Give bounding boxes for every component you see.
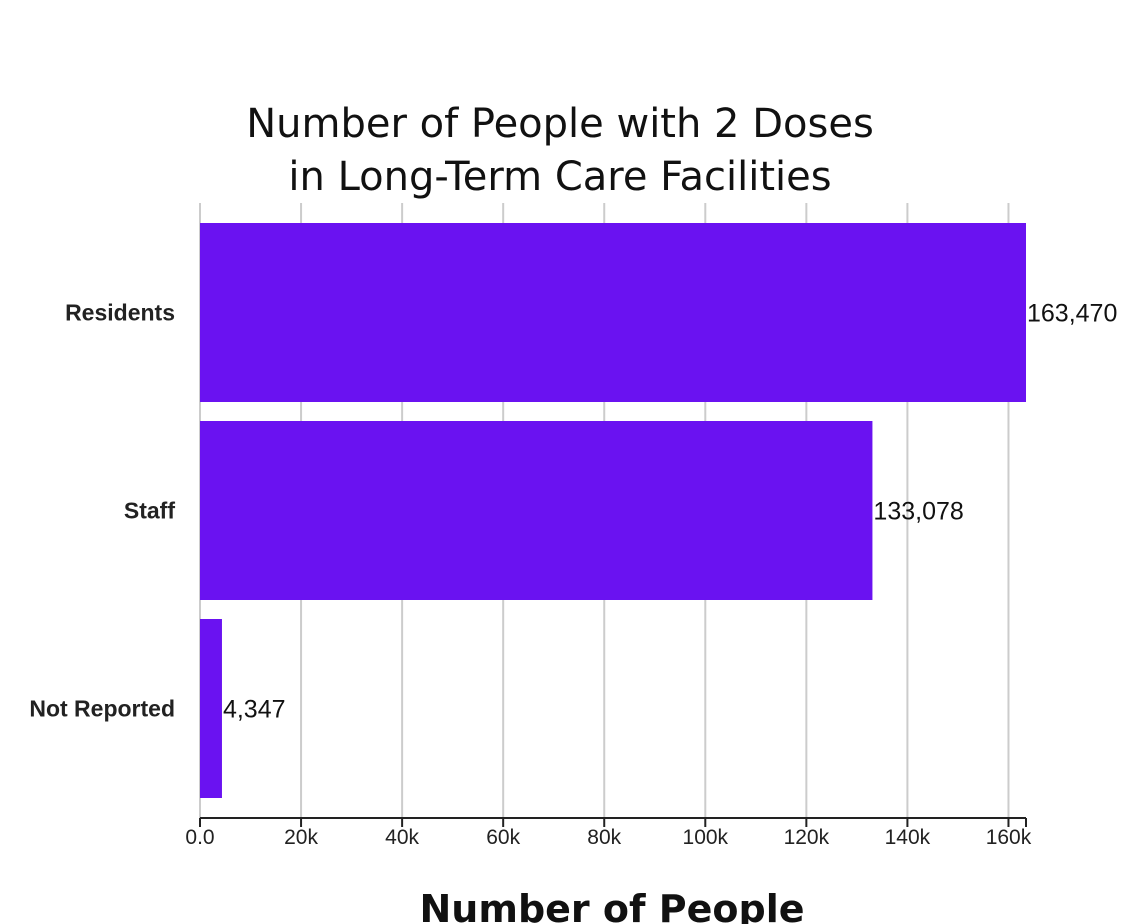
bar-staff xyxy=(200,421,873,600)
x-tick-label-2: 40k xyxy=(385,826,419,849)
x-tick-label-5: 100k xyxy=(683,826,729,849)
x-tick-label-8: 160k xyxy=(986,826,1032,849)
category-label-not-reported: Not Reported xyxy=(29,696,175,722)
bar-not-reported xyxy=(200,619,222,798)
x-tick-label-4: 80k xyxy=(587,826,621,849)
x-tick-label-7: 140k xyxy=(885,826,931,849)
chart-title-line-2: in Long-Term Care Facilities xyxy=(288,154,831,200)
labels: Residents Staff Not Reported 163,470 133,078… xyxy=(29,300,1117,724)
category-label-staff: Staff xyxy=(124,498,175,524)
bars xyxy=(200,223,1026,798)
data-label-residents: 163,470 xyxy=(1027,300,1117,328)
data-label-not-reported: 4,347 xyxy=(223,696,286,724)
category-label-residents: Residents xyxy=(65,300,175,326)
x-tick-label-6: 120k xyxy=(784,826,830,849)
x-axis-title: Number of People xyxy=(420,887,805,924)
x-axis: 0.0 20k 40k 60k 80k 100k 120k 140k 160k xyxy=(185,817,1032,849)
x-tick-label-1: 20k xyxy=(284,826,318,849)
data-label-staff: 133,078 xyxy=(873,498,963,526)
chart-title-line-1: Number of People with 2 Doses xyxy=(246,101,874,147)
x-tick-label-3: 60k xyxy=(486,826,520,849)
x-tick-label-0: 0.0 xyxy=(185,826,214,849)
bar-residents xyxy=(200,223,1026,402)
